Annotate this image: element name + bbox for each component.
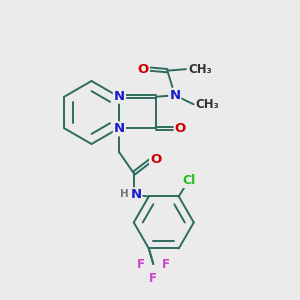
Text: F: F (137, 258, 145, 271)
Text: O: O (150, 153, 161, 166)
Text: F: F (149, 272, 157, 285)
Text: F: F (162, 258, 170, 271)
Text: O: O (175, 122, 186, 135)
Text: N: N (114, 90, 125, 103)
Text: CH₃: CH₃ (196, 98, 219, 111)
Text: H: H (120, 189, 129, 199)
Text: N: N (130, 188, 141, 201)
Text: CH₃: CH₃ (188, 63, 212, 76)
Text: Cl: Cl (183, 174, 196, 187)
Text: N: N (114, 122, 125, 135)
Text: O: O (138, 63, 149, 76)
Text: N: N (169, 89, 180, 102)
